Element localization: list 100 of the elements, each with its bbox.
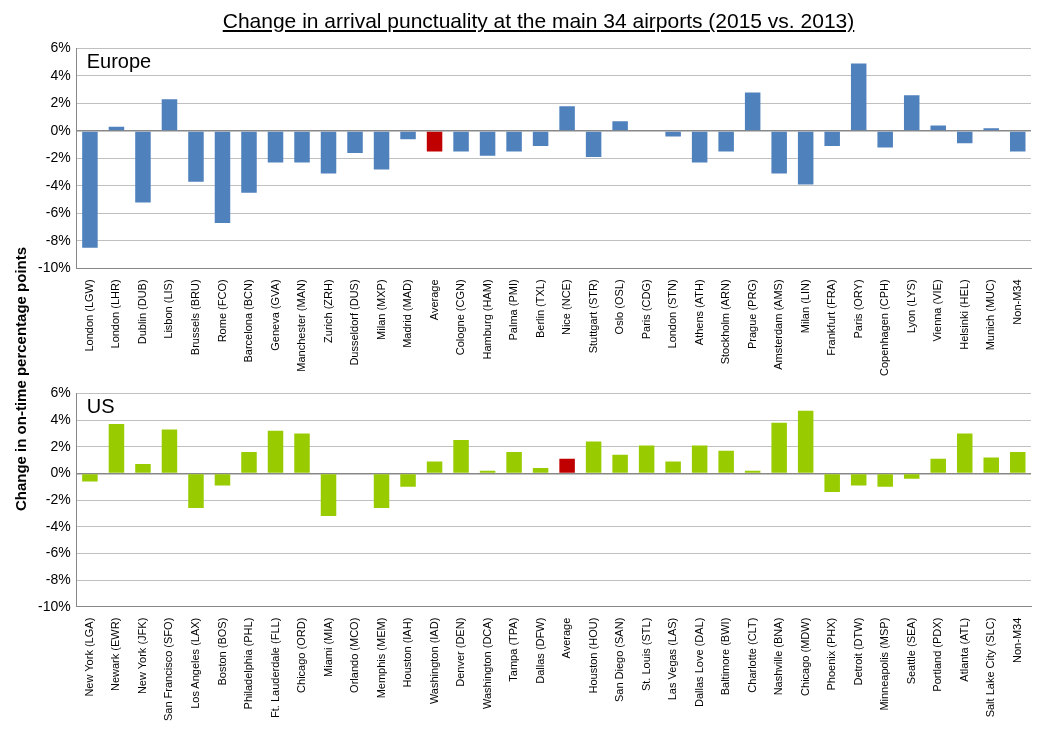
- x-tick-label: Brussels (BRU): [189, 279, 201, 356]
- x-tick-label: Houston (IAH): [401, 617, 414, 688]
- x-tick-label: Rome (FCO): [215, 279, 228, 343]
- x-tick-label: Vienna (VIE): [931, 279, 944, 342]
- bar: [82, 131, 98, 248]
- bar: [691, 131, 708, 163]
- x-tick-label: Milan (LIN): [798, 279, 811, 334]
- x-tick-label: Stuttgart (STR): [586, 279, 599, 354]
- x-tick-label: Lisbon (LIS): [162, 279, 175, 339]
- x-tick-label: Chicago (ORD): [295, 617, 308, 693]
- x-tick-label: Newark (EWR): [109, 617, 122, 692]
- annotation: Europe: [86, 49, 152, 72]
- x-tick-label: Atlanta (ATL): [957, 617, 970, 682]
- bar: [241, 131, 257, 193]
- bar: [532, 131, 549, 147]
- y-tick-label: -10%: [38, 597, 71, 614]
- bar: [850, 63, 867, 131]
- x-tick-label: Average: [427, 279, 440, 321]
- annotation: US: [86, 394, 115, 417]
- y-tick-label: -4%: [45, 517, 71, 534]
- x-tick-label: Nashville (BNA): [772, 617, 785, 696]
- y-tick-label: -8%: [45, 231, 71, 248]
- x-tick-label: Dallas Love (DAL): [692, 617, 705, 707]
- x-tick-label: Las Vegas (LAS): [666, 617, 679, 701]
- x-tick-label: Madrid (MAD): [401, 279, 414, 348]
- x-tick-label: Nice (NCE): [560, 279, 573, 336]
- x-tick-label: Los Angeles (LAX): [189, 617, 201, 709]
- x-tick-label: Berlin (TXL): [533, 279, 546, 339]
- y-tick-label: 4%: [50, 66, 71, 83]
- bar: [161, 99, 178, 131]
- y-tick-label: -2%: [45, 490, 71, 507]
- bar: [956, 131, 973, 144]
- bar: [559, 106, 575, 131]
- x-tick-label: Washington (DCA): [480, 617, 493, 709]
- x-tick-label: Non-M34: [1010, 279, 1023, 325]
- bar: [744, 92, 761, 131]
- y-tick-label: 0%: [50, 121, 71, 138]
- x-tick-label: Lyon (LYS): [904, 279, 917, 334]
- y-tick-label: -6%: [45, 544, 71, 561]
- x-tick-label: Dallas (DFW): [533, 617, 546, 684]
- y-axis-title: Change in on-time percentage points: [11, 246, 29, 512]
- x-tick-label: Minneapolis (MSP): [878, 617, 891, 711]
- x-tick-label: Miami (MIA): [321, 617, 334, 677]
- x-tick-label: Helsinki (HEL): [957, 279, 970, 350]
- bar: [320, 131, 337, 174]
- bar: [903, 95, 920, 131]
- chart-title: Change in arrival punctuality at the main 34 airports (2015 vs. 2013): [221, 8, 856, 34]
- x-tick-label: Barcelona (BCN): [242, 279, 255, 363]
- x-tick-label: Portland (PDX): [931, 617, 944, 692]
- y-tick-label: 4%: [50, 410, 71, 427]
- bar: [479, 131, 496, 156]
- x-tick-label: San Francisco (SFO): [162, 617, 175, 722]
- bar: [294, 131, 310, 163]
- x-tick-label: London (LHR): [109, 279, 122, 349]
- bar: [373, 131, 390, 170]
- x-tick-label: Munich (MUC): [984, 279, 997, 351]
- x-tick-label: Hamburg (HAM): [480, 279, 493, 360]
- x-tick-label: Philadelphia (PHL): [242, 617, 255, 710]
- bar: [188, 131, 204, 182]
- x-tick-label: Amsterdam (AMS): [772, 279, 785, 370]
- x-tick-label: Dusseldorf (DUS): [348, 279, 361, 366]
- x-tick-label: Boston (BOS): [215, 617, 228, 686]
- x-tick-label: Palma (PMI): [507, 279, 520, 341]
- x-tick-label: Geneva (GVA): [268, 279, 281, 351]
- x-tick-label: St. Louis (STL): [639, 617, 652, 692]
- x-tick-label: Dublin (DUB): [135, 279, 148, 345]
- x-tick-label: Prague (PRG): [745, 279, 758, 350]
- bar: [400, 131, 416, 140]
- x-tick-label: Ft. Lauderdale (FLL): [268, 617, 281, 718]
- x-tick-label: Zurich (ZRH): [321, 279, 334, 343]
- y-tick-label: 2%: [50, 437, 71, 454]
- y-tick-label: 2%: [50, 94, 71, 111]
- x-tick-label: New York (LGA): [82, 617, 95, 697]
- bar: [347, 131, 363, 153]
- x-tick-label: London (STN): [666, 279, 679, 349]
- bar: [267, 131, 284, 163]
- x-tick-label: Milan (MXP): [374, 279, 387, 340]
- bar: [506, 131, 522, 152]
- x-tick-label: New York (JFK): [135, 617, 148, 695]
- x-tick-label: Houston (HOU): [586, 617, 599, 694]
- x-tick-label: Copenhagen (CPH): [878, 279, 891, 377]
- x-tick-label: Seattle (SEA): [904, 617, 917, 685]
- bar: [718, 131, 734, 152]
- bar: [983, 128, 999, 131]
- x-tick-label: Salt Lake City (SLC): [984, 617, 997, 718]
- bar: [824, 131, 840, 147]
- x-tick-label: Denver (DEN): [454, 617, 467, 687]
- x-tick-label: Paris (CDG): [639, 279, 652, 340]
- x-tick-label: London (LGW): [82, 279, 95, 352]
- bar: [1009, 131, 1026, 152]
- bar: [453, 131, 469, 152]
- x-tick-label: Tampa (TPA): [507, 617, 520, 682]
- y-tick-label: 6%: [50, 384, 71, 401]
- x-tick-label: Athens (ATH): [692, 279, 705, 346]
- y-tick-label: -10%: [38, 259, 71, 276]
- bar: [426, 131, 443, 152]
- y-tick-label: 0%: [50, 464, 71, 481]
- x-tick-label: Paris (ORY): [851, 279, 864, 339]
- bar: [930, 125, 946, 131]
- x-tick-label: Stockholm (ARN): [719, 279, 732, 365]
